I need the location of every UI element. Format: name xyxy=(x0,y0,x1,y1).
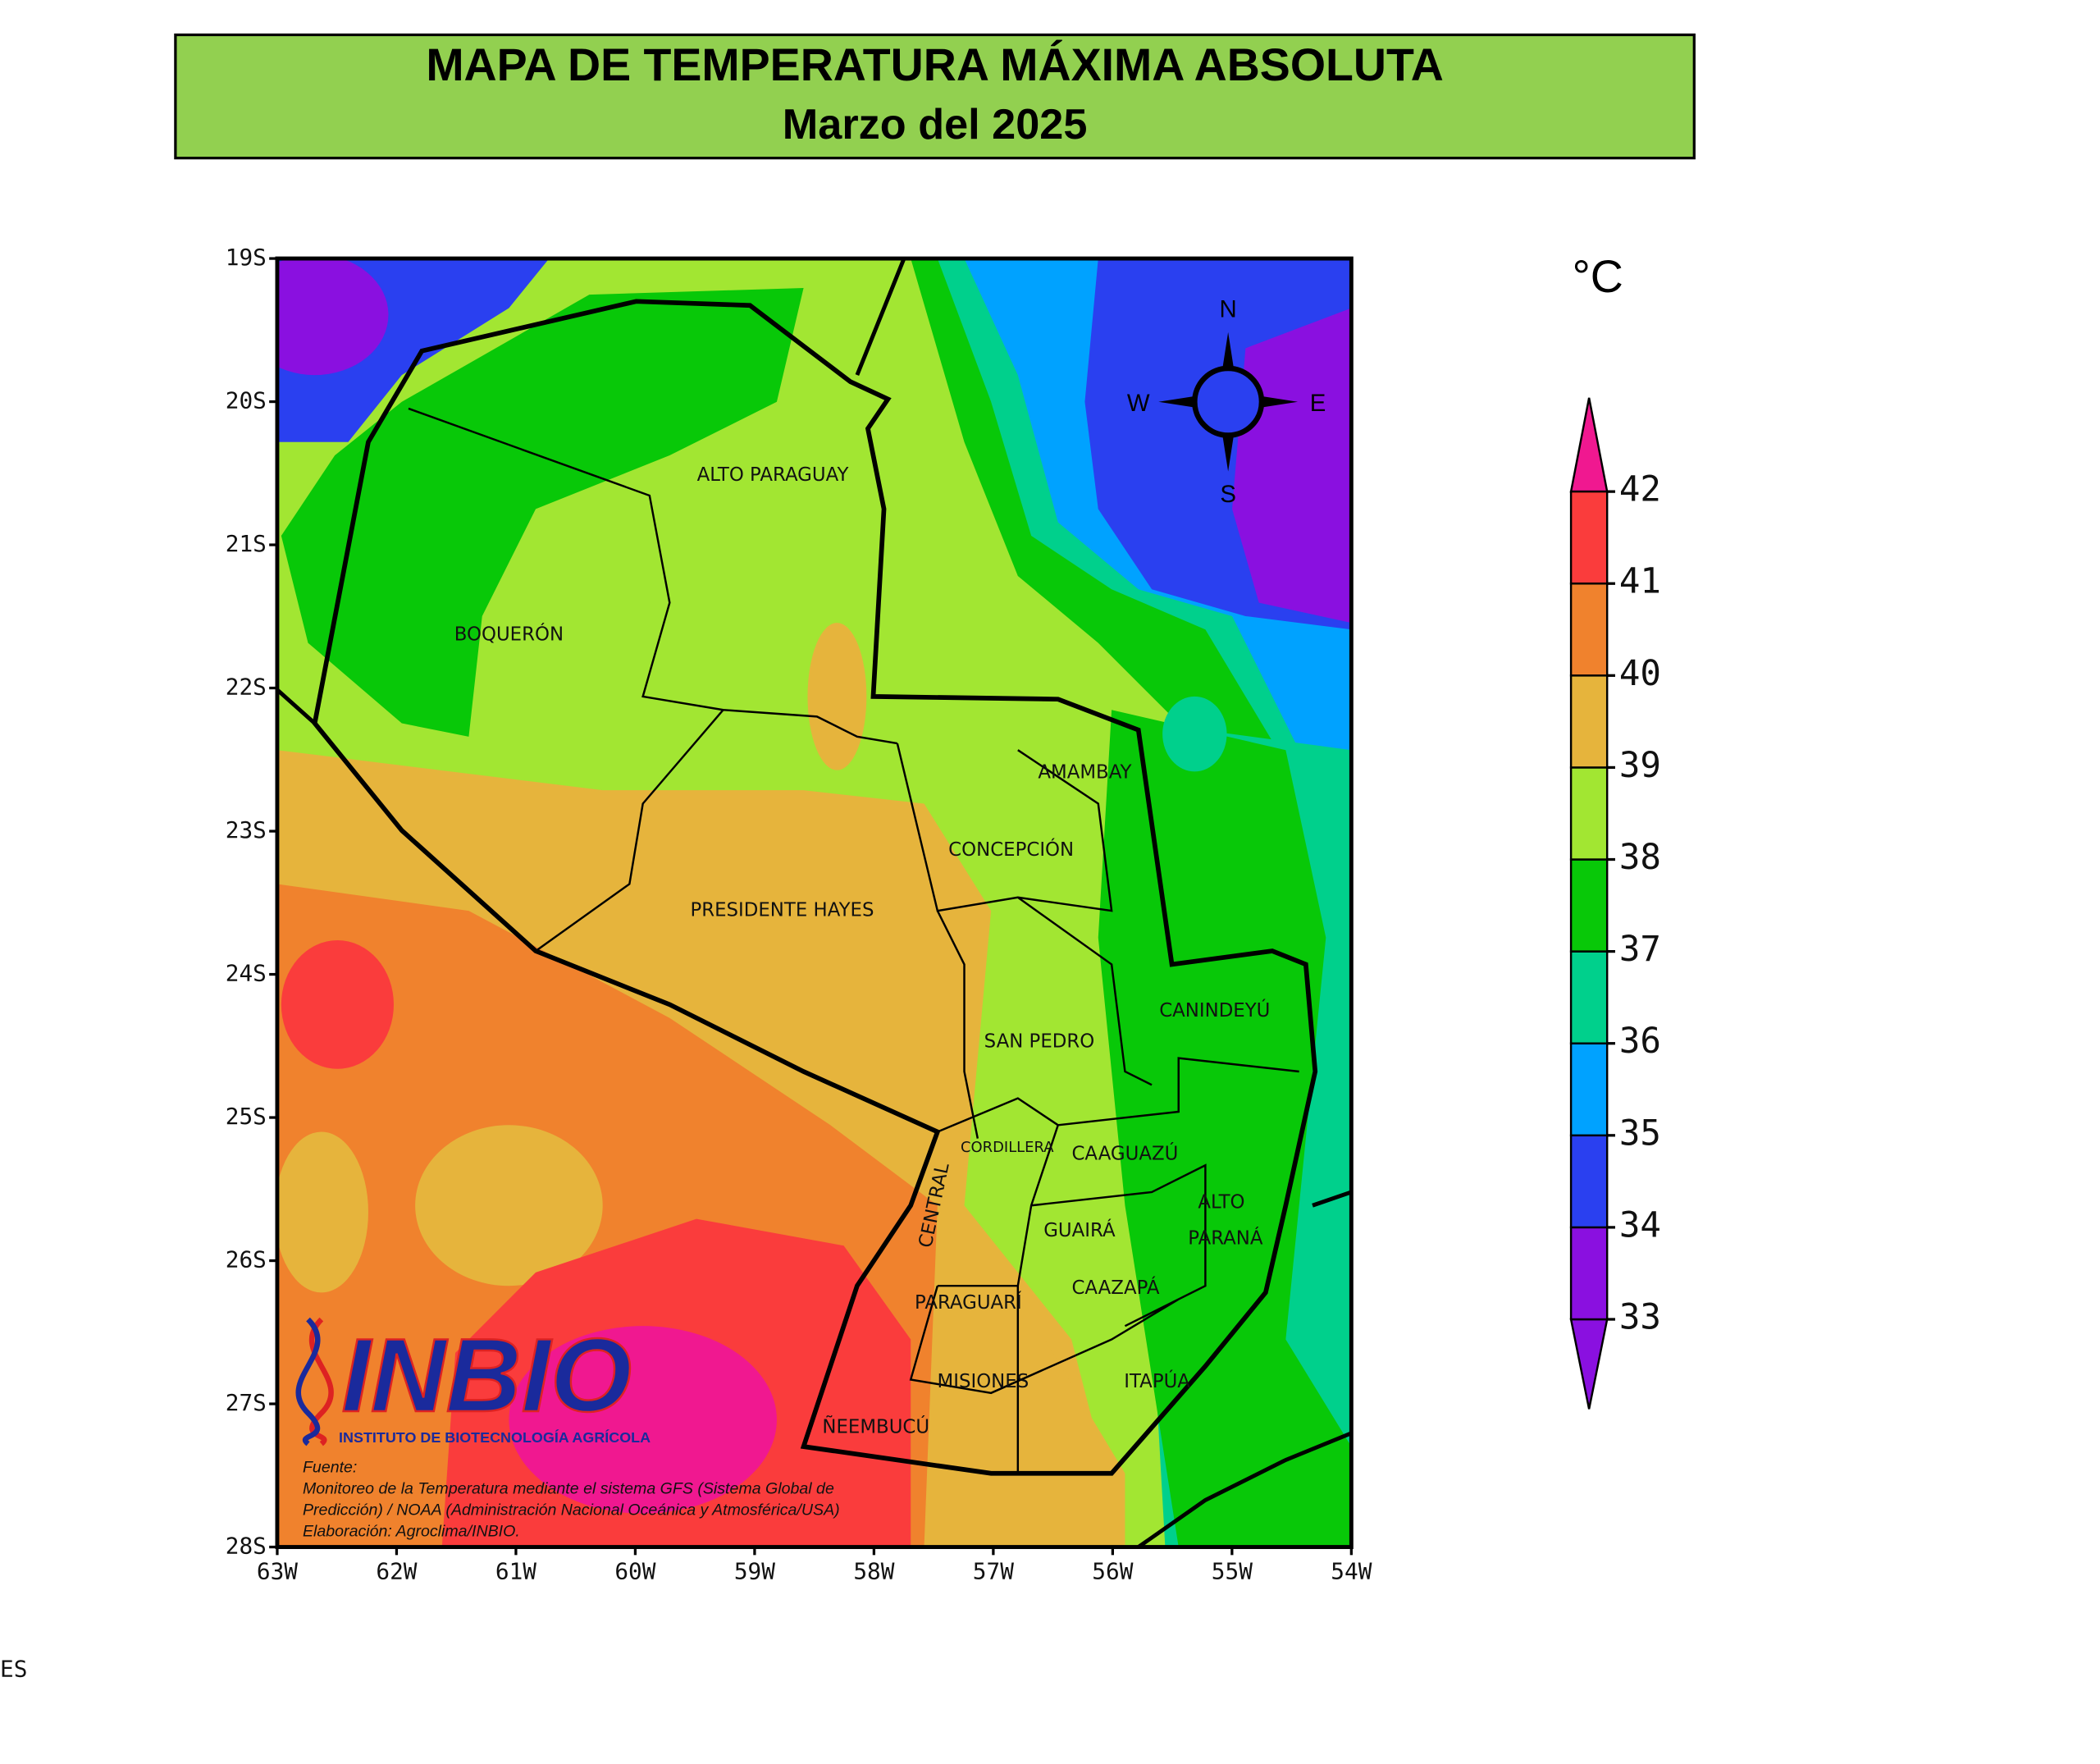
compass-s: S xyxy=(1220,481,1236,508)
department-label: AMAMBAY xyxy=(1038,761,1131,783)
department-label: PARANÁ xyxy=(1188,1227,1263,1250)
department-label: PRESIDENTE HAYES xyxy=(690,900,874,921)
colorbar-segment xyxy=(1569,1134,1609,1229)
colorbar-segment xyxy=(1569,1042,1609,1137)
lat-label: 21S xyxy=(226,530,267,557)
colorbar-segment xyxy=(1569,766,1609,861)
compass-w: W xyxy=(1127,390,1150,417)
logo-tagline: INSTITUTO DE BIOTECNOLOGÍA AGRÍCOLA xyxy=(339,1428,651,1446)
department-label: CORDILLERA xyxy=(961,1139,1054,1156)
lat-label: 26S xyxy=(226,1246,267,1273)
lat-label: 23S xyxy=(226,816,267,843)
colorbar-label: 35 xyxy=(1619,1113,1661,1154)
department-label: CAAGUAZÚ xyxy=(1071,1142,1178,1165)
colorbar-segment xyxy=(1569,1226,1609,1321)
colorbar-high xyxy=(1569,397,1609,493)
department-label: ÑEEMBUCÚ xyxy=(822,1415,929,1438)
compass xyxy=(1158,331,1299,472)
lon-label: 62W xyxy=(376,1558,417,1585)
department-label: ALTO PARAGUAY xyxy=(697,464,849,486)
compass-n: N xyxy=(1220,296,1237,323)
department-label: CONCEPCIÓN xyxy=(948,838,1074,861)
lat-label: 28S xyxy=(226,1533,267,1560)
lat-label: 25S xyxy=(226,1103,267,1130)
title: MAPA DE TEMPERATURA MÁXIMA ABSOLUTA xyxy=(426,39,1444,90)
colorbar-label: 40 xyxy=(1619,654,1661,694)
lon-label: 57W xyxy=(973,1558,1014,1585)
source-line: Fuente: xyxy=(303,1458,357,1476)
colorbar-label: 33 xyxy=(1619,1298,1661,1338)
lon-label: 56W xyxy=(1092,1558,1133,1585)
lon-label: 61W xyxy=(495,1558,536,1585)
colorbar-segment xyxy=(1569,583,1609,677)
department-label: MISIONES xyxy=(938,1371,1029,1392)
lon-label: 60W xyxy=(614,1558,655,1585)
borders xyxy=(276,258,1352,1547)
title-box xyxy=(174,33,1696,160)
lon-label: 55W xyxy=(1212,1558,1253,1585)
colorbar-segment xyxy=(1569,858,1609,953)
department-label: BOQUERÓN xyxy=(454,622,564,645)
lat-label: 24S xyxy=(226,960,267,987)
colorbar-label: 34 xyxy=(1619,1205,1661,1245)
colorbar-label: 41 xyxy=(1619,562,1661,602)
temperature-field xyxy=(276,258,1352,1547)
colorbar-segment xyxy=(1569,490,1609,585)
colorbar-label: 38 xyxy=(1619,838,1661,878)
department-label: CANINDEYÚ xyxy=(1159,999,1270,1021)
logo-name: INBIO xyxy=(341,1317,632,1433)
lon-label: 63W xyxy=(257,1558,298,1585)
department-label: ITAPÚA xyxy=(1124,1369,1190,1392)
subtitle: Marzo del 2025 xyxy=(783,101,1088,149)
lon-label: 54W xyxy=(1331,1558,1372,1585)
colorbar-segment xyxy=(1569,674,1609,769)
compass-e: E xyxy=(1310,390,1326,417)
department-label: SAN PEDRO xyxy=(984,1031,1095,1053)
lon-label: 59W xyxy=(734,1558,775,1585)
colorbar-label: 42 xyxy=(1619,470,1661,510)
department-label: PARAGUARÍ xyxy=(915,1291,1022,1314)
source-line: Predicción) / NOAA (Administración Nacio… xyxy=(303,1501,840,1520)
department-label: ALTO xyxy=(1198,1191,1244,1213)
lat-label: 22S xyxy=(226,674,267,701)
lat-label: 27S xyxy=(226,1389,267,1416)
logo-helix xyxy=(295,1317,334,1446)
department-label: CAAZAPÁ xyxy=(1071,1276,1159,1299)
map-frame xyxy=(275,256,1354,1549)
lat-label: 19S xyxy=(226,244,267,271)
source-line: Elaboración: Agroclima/INBIO. xyxy=(303,1523,520,1541)
legend-unit: °C xyxy=(1573,251,1623,302)
department-label: GUAIRÁ xyxy=(1043,1218,1116,1241)
colorbar-label: 36 xyxy=(1619,1021,1661,1062)
lon-label: 58W xyxy=(853,1558,894,1585)
colorbar-label: 37 xyxy=(1619,930,1661,970)
colorbar-low xyxy=(1569,1318,1609,1410)
colorbar-segment xyxy=(1569,950,1609,1044)
lat-label: 20S xyxy=(226,387,267,414)
source-notes: Fuente: Monitoreo de la Temperatura media… xyxy=(303,1458,840,1540)
source-line: Monitoreo de la Temperatura mediante el … xyxy=(303,1480,834,1498)
stray-text: ES xyxy=(0,1656,27,1683)
colorbar-label: 39 xyxy=(1619,746,1661,786)
